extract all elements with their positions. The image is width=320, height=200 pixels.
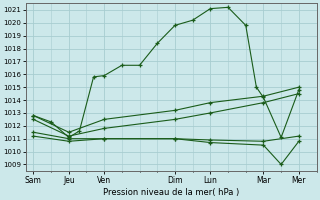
- X-axis label: Pression niveau de la mer( hPa ): Pression niveau de la mer( hPa ): [103, 188, 240, 197]
